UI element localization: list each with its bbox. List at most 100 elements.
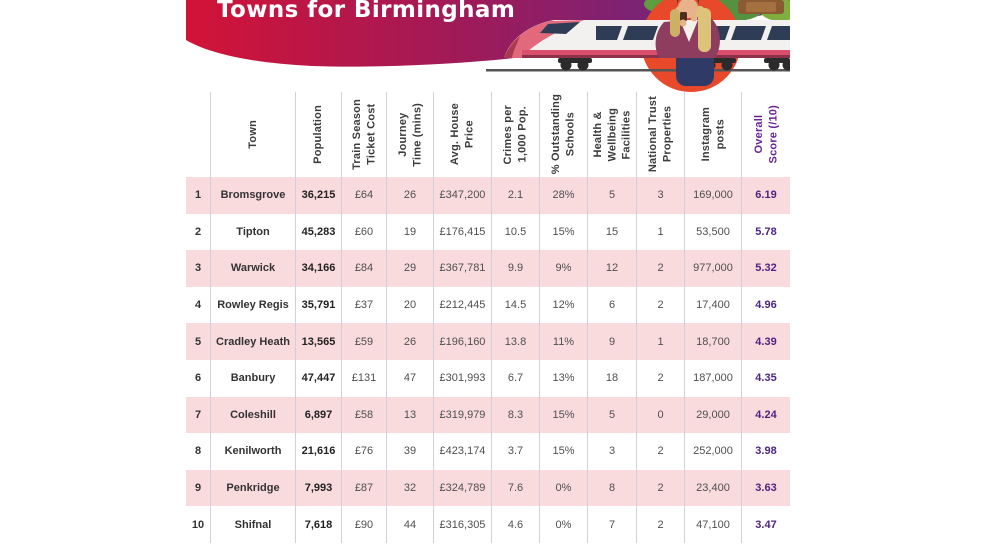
column-header-town: Town	[210, 92, 295, 177]
cell-town: Penkridge	[210, 469, 295, 507]
cell-trust: 1	[636, 213, 684, 251]
cell-instagram: 47,100	[684, 506, 741, 543]
cell-schools: 9%	[539, 250, 587, 287]
cell-journey-time: 26	[386, 177, 433, 214]
cell-score: 5.78	[741, 213, 790, 251]
cell-population: 13,565	[295, 323, 341, 360]
cell-schools: 11%	[539, 323, 587, 360]
cell-trust: 2	[636, 433, 684, 470]
cell-house-price: £176,415	[433, 213, 491, 251]
cell-town: Coleshill	[210, 396, 295, 434]
column-header-label: Instagram posts	[699, 107, 726, 162]
cell-trust: 0	[636, 396, 684, 434]
cell-instagram: 18,700	[684, 323, 741, 360]
cell-house-price: £423,174	[433, 433, 491, 470]
column-header-instagram: Instagram posts	[684, 92, 741, 177]
cell-rank: 1	[194, 189, 202, 202]
cell-score: 4.24	[741, 396, 790, 434]
cell-journey-time: 13	[386, 396, 433, 434]
cell-schools: 28%	[539, 177, 587, 214]
cell-schools: 0%	[539, 506, 587, 543]
cell-crimes: 10.5	[491, 213, 539, 251]
column-header-label: Crimes per 1,000 Pop.	[502, 104, 529, 165]
table-row: 9 Penkridge 7,993 £87 32 £324,789 7.6 0% 8 2 23,40…	[186, 469, 790, 507]
cell-town: Tipton	[210, 213, 295, 251]
cell-trust: 2	[636, 506, 684, 543]
table-row: 10 Shifnal 7,618 £90 44 £316,305 4.6 0% 7 2 47,100…	[186, 506, 790, 543]
cell-town: Rowley Regis	[210, 286, 295, 324]
cell-instagram: 53,500	[684, 213, 741, 251]
cell-score: 3.98	[741, 433, 790, 470]
train-track-line	[486, 69, 790, 72]
cell-house-price: £319,979	[433, 396, 491, 434]
cell-population: 34,166	[295, 250, 341, 287]
column-header-rank	[186, 92, 210, 177]
cell-score: 6.19	[741, 177, 790, 214]
cell-crimes: 8.3	[491, 396, 539, 434]
column-header-label: Health & Wellbeing Facilities	[591, 107, 633, 162]
cell-trust: 1	[636, 323, 684, 360]
cell-rank: 9	[194, 482, 202, 494]
table-body: 1 Bromsgrove 36,215 £64 26 £347,200 2.1 28% 5 3 16…	[186, 177, 790, 543]
cell-rank: 6	[194, 372, 202, 385]
cell-journey-time: 39	[386, 433, 433, 470]
cell-town: Shifnal	[210, 506, 295, 543]
cell-crimes: 4.6	[491, 506, 539, 543]
cell-instagram: 23,400	[684, 469, 741, 507]
cell-journey-time: 26	[386, 323, 433, 360]
cell-schools: 15%	[539, 396, 587, 434]
cell-trust: 2	[636, 469, 684, 507]
cell-town: Kenilworth	[210, 433, 295, 470]
column-header-label: Journey Time (mins)	[396, 102, 423, 167]
cell-population: 35,791	[295, 286, 341, 324]
column-header-label: Overall Score (/10)	[752, 105, 779, 164]
banner-illustration	[186, 0, 790, 92]
cell-ticket-cost: £87	[341, 469, 386, 507]
column-header-ticket-cost: Train Season Ticket Cost	[341, 92, 386, 177]
cell-ticket-cost: £84	[341, 250, 386, 287]
table-row: 2 Tipton 45,283 £60 19 £176,415 10.5 15% 15 1 53,5…	[186, 213, 790, 251]
cell-house-price: £301,993	[433, 359, 491, 397]
cell-population: 6,897	[295, 396, 341, 434]
cell-rank: 3	[194, 262, 202, 275]
content-area: Towns for Birmingham Town Population Train…	[186, 0, 790, 557]
cell-crimes: 13.8	[491, 323, 539, 360]
cell-ticket-cost: £76	[341, 433, 386, 470]
cell-house-price: £324,789	[433, 469, 491, 507]
cell-journey-time: 20	[386, 286, 433, 324]
cell-rank: 10	[191, 518, 205, 531]
cell-crimes: 6.7	[491, 359, 539, 397]
header-banner: Towns for Birmingham	[186, 0, 790, 92]
commuter-person-icon	[655, 0, 720, 86]
cell-schools: 12%	[539, 286, 587, 324]
table-row: 5 Cradley Heath 13,565 £59 26 £196,160 13.8 11%…	[186, 323, 790, 360]
cell-ticket-cost: £60	[341, 213, 386, 251]
column-header-label: Avg. House Price	[449, 103, 476, 166]
cell-health: 15	[587, 213, 636, 251]
cell-rank: 8	[194, 445, 202, 458]
cell-population: 47,447	[295, 359, 341, 397]
cell-ticket-cost: £59	[341, 323, 386, 360]
cell-population: 7,618	[295, 506, 341, 543]
cell-ticket-cost: £131	[341, 359, 386, 397]
table-header-row: Town Population Train Season Ticket Cost Jo…	[186, 92, 790, 177]
cell-health: 18	[587, 359, 636, 397]
cell-schools: 15%	[539, 213, 587, 251]
cell-instagram: 169,000	[684, 177, 741, 214]
cell-crimes: 7.6	[491, 469, 539, 507]
cell-crimes: 3.7	[491, 433, 539, 470]
column-header-house-price: Avg. House Price	[433, 92, 491, 177]
table-row: 6 Banbury 47,447 £131 47 £301,993 6.7 13% 18 2 187…	[186, 359, 790, 397]
column-header-population: Population	[295, 92, 341, 177]
cell-house-price: £316,305	[433, 506, 491, 543]
commuter-towns-table: Town Population Train Season Ticket Cost Jo…	[186, 92, 790, 543]
cell-ticket-cost: £90	[341, 506, 386, 543]
cell-health: 5	[587, 396, 636, 434]
cell-schools: 13%	[539, 359, 587, 397]
cell-ticket-cost: £37	[341, 286, 386, 324]
cell-trust: 2	[636, 250, 684, 287]
column-header-score: Overall Score (/10)	[741, 92, 790, 177]
cell-trust: 2	[636, 286, 684, 324]
cell-score: 4.35	[741, 359, 790, 397]
